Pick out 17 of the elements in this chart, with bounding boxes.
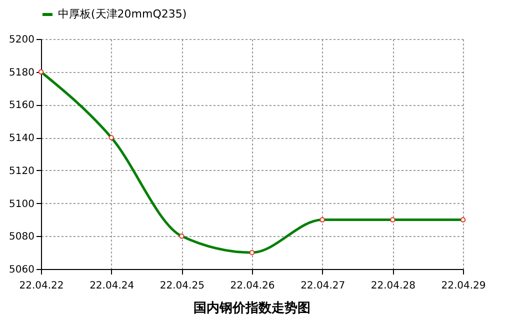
legend-label: 中厚板(天津20mmQ235): [58, 8, 187, 20]
x-tick-label: 22.04.25: [160, 280, 204, 292]
y-tick-label: 5180: [9, 67, 34, 78]
x-tick-label: 22.04.22: [19, 280, 64, 292]
x-tick-label: 22.04.26: [230, 280, 275, 292]
x-tick-label: 22.04.24: [90, 280, 134, 292]
y-tick-label: 5140: [9, 133, 34, 144]
y-tick-label: 5160: [9, 100, 34, 112]
y-tick-label: 5100: [9, 198, 34, 210]
x-tick-label: 22.04.29: [441, 280, 486, 292]
y-tick-label: 5060: [9, 264, 34, 276]
y-tick-label: 5080: [9, 232, 34, 243]
y-tick-label: 5120: [9, 166, 34, 177]
text: 国内钢价指数走势图: [194, 300, 310, 316]
y-tick-label: 5200: [9, 34, 34, 46]
x-tick-label: 22.04.28: [370, 280, 416, 292]
x-tick-label: 22.04.27: [300, 280, 346, 292]
